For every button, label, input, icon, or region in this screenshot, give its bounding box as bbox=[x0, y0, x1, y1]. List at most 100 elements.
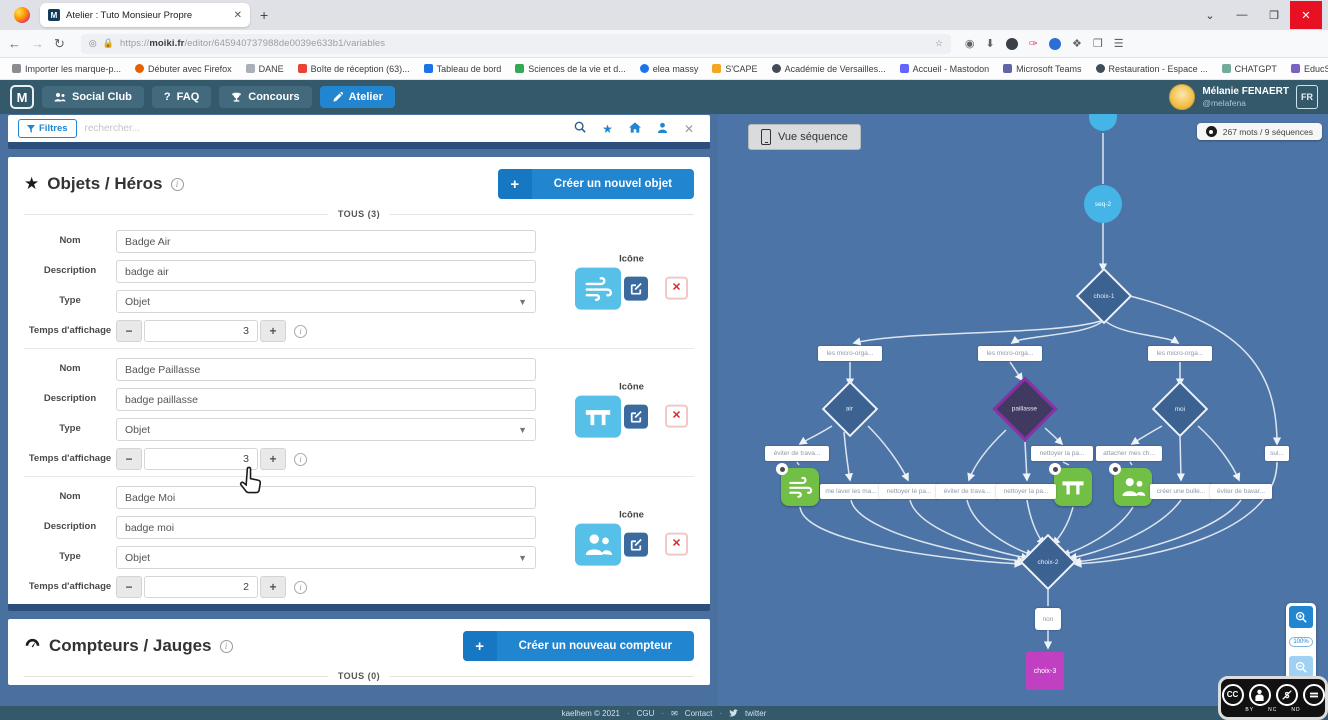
action-label[interactable]: éviter de trava... bbox=[936, 484, 998, 499]
action-label[interactable]: nettoyer le pa... bbox=[879, 484, 939, 499]
create-object-button[interactable]: + Créer un nouvel objet bbox=[497, 169, 694, 199]
info-icon[interactable]: i bbox=[219, 639, 233, 653]
filters-button[interactable]: Filtres bbox=[18, 119, 77, 138]
home-icon[interactable] bbox=[628, 121, 641, 136]
description-input[interactable] bbox=[116, 260, 536, 283]
browser-tab[interactable]: M Atelier : Tuto Monsieur Propre ✕ bbox=[40, 3, 250, 27]
delete-object-button[interactable]: ✕ bbox=[665, 404, 688, 428]
edit-icon-button[interactable] bbox=[624, 404, 648, 429]
increment-button[interactable]: + bbox=[260, 320, 286, 342]
new-tab-button[interactable]: + bbox=[260, 7, 269, 23]
person-icon[interactable] bbox=[657, 122, 668, 136]
close-window-button[interactable]: ✕ bbox=[1290, 1, 1322, 29]
bookmark-star-icon[interactable]: ☆ bbox=[934, 38, 943, 48]
sequence-node[interactable]: seq-2 bbox=[1084, 185, 1122, 223]
sequence-node-choix3[interactable]: choix-3 bbox=[1026, 652, 1064, 690]
language-button[interactable]: FR bbox=[1296, 85, 1318, 109]
action-label[interactable]: créer une bulle... bbox=[1150, 484, 1212, 499]
sequence-view-button[interactable]: Vue séquence bbox=[748, 124, 861, 150]
table-icon[interactable] bbox=[575, 395, 621, 438]
badge-moi-node[interactable] bbox=[1109, 463, 1152, 506]
bookmark-item[interactable]: EducSCO : Analyse de... bbox=[1290, 64, 1328, 74]
search-input[interactable] bbox=[84, 123, 567, 134]
action-label[interactable]: nettoyer la pa... bbox=[1031, 446, 1093, 461]
action-label[interactable]: éviter de bavar... bbox=[1210, 484, 1272, 499]
decrement-button[interactable]: − bbox=[116, 448, 142, 470]
bookmark-item[interactable]: Tableau de bord bbox=[423, 64, 501, 74]
nom-input[interactable] bbox=[116, 230, 536, 253]
zoom-in-button[interactable] bbox=[1289, 606, 1313, 628]
badge-paillasse-node[interactable] bbox=[1049, 463, 1092, 506]
bookmark-item[interactable]: Accueil - Mastodon bbox=[899, 64, 989, 74]
action-label[interactable]: sui... bbox=[1265, 446, 1289, 461]
bookmark-item[interactable]: DANE bbox=[245, 64, 284, 74]
account-icon[interactable] bbox=[1005, 37, 1018, 50]
condition-non-label[interactable]: non bbox=[1035, 608, 1061, 630]
bookmark-item[interactable]: elea massy bbox=[639, 64, 698, 74]
bookmark-item[interactable]: Boîte de réception (63)... bbox=[297, 64, 410, 74]
info-icon[interactable]: i bbox=[294, 580, 307, 594]
star-icon[interactable]: ★ bbox=[602, 121, 613, 136]
shield-icon[interactable]: ◎ bbox=[88, 38, 97, 48]
close-icon[interactable]: ✕ bbox=[683, 121, 694, 136]
increment-button[interactable]: + bbox=[260, 448, 286, 470]
people-icon[interactable] bbox=[575, 523, 621, 566]
url-bar[interactable]: ◎ 🔒 https://moiki.fr/editor/645940737988… bbox=[80, 33, 951, 54]
bookmark-item[interactable]: Restauration - Espace ... bbox=[1095, 64, 1208, 74]
close-tab-icon[interactable]: ✕ bbox=[233, 9, 242, 21]
bookmark-item[interactable]: Débuter avec Firefox bbox=[135, 64, 232, 74]
story-graph-panel[interactable]: seq-2 choix-1 les micro-orga... les micr… bbox=[718, 114, 1328, 706]
delete-object-button[interactable]: ✕ bbox=[665, 532, 688, 556]
list-tabs-icon[interactable]: ⌄ bbox=[1205, 9, 1215, 22]
edit-icon-button[interactable] bbox=[624, 532, 648, 557]
action-label[interactable]: nettoyer la pa... bbox=[996, 484, 1056, 499]
condition-label[interactable]: les micro-orga... bbox=[818, 346, 882, 361]
delete-object-button[interactable]: ✕ bbox=[665, 276, 688, 300]
zoom-level-button[interactable]: 100% bbox=[1289, 631, 1313, 653]
avatar[interactable] bbox=[1169, 84, 1196, 110]
search-icon[interactable] bbox=[574, 121, 586, 136]
nav-concours[interactable]: Concours bbox=[219, 86, 312, 108]
create-counter-button[interactable]: + Créer un nouveau compteur bbox=[462, 631, 694, 661]
contact-link[interactable]: Contact bbox=[684, 708, 713, 718]
zoom-out-button[interactable] bbox=[1289, 656, 1313, 678]
display-time-input[interactable] bbox=[144, 576, 258, 598]
badge-air-node[interactable] bbox=[776, 463, 819, 506]
decrement-button[interactable]: − bbox=[116, 576, 142, 598]
bookmark-item[interactable]: S'CAPE bbox=[712, 64, 758, 74]
sidebar-icon[interactable]: ❐ bbox=[1092, 38, 1103, 50]
description-input[interactable] bbox=[116, 516, 536, 539]
moiki-logo[interactable]: M bbox=[10, 85, 34, 109]
back-icon[interactable]: ← bbox=[8, 36, 21, 51]
decrement-button[interactable]: − bbox=[116, 320, 142, 342]
maximize-button[interactable]: ❒ bbox=[1269, 9, 1279, 22]
type-select[interactable]: Objet ▼ bbox=[116, 418, 536, 441]
sequence-node[interactable] bbox=[1089, 114, 1117, 131]
info-icon[interactable]: i bbox=[170, 177, 184, 191]
display-time-input[interactable] bbox=[144, 448, 258, 470]
twitter-link[interactable]: twitter bbox=[745, 708, 767, 718]
condition-label[interactable]: les micro-orga... bbox=[1148, 346, 1212, 361]
info-icon[interactable]: i bbox=[294, 452, 307, 466]
display-time-input[interactable] bbox=[144, 320, 258, 342]
bookmark-item[interactable]: Importer les marque-p... bbox=[12, 64, 121, 74]
reload-icon[interactable]: ↻ bbox=[54, 35, 65, 51]
nom-input[interactable] bbox=[116, 486, 536, 509]
condition-label[interactable]: les micro-orga... bbox=[978, 346, 1042, 361]
description-input[interactable] bbox=[116, 388, 536, 411]
forward-icon[interactable]: → bbox=[31, 36, 44, 51]
download-icon[interactable]: ⬇ bbox=[985, 38, 995, 50]
nav-faq[interactable]: ? FAQ bbox=[151, 86, 212, 108]
type-select[interactable]: Objet ▼ bbox=[116, 290, 536, 313]
action-label[interactable]: éviter de trava... bbox=[765, 446, 829, 461]
bookmark-item[interactable]: CHATGPT bbox=[1221, 64, 1277, 74]
type-select[interactable]: Objet ▼ bbox=[116, 546, 536, 569]
bookmark-item[interactable]: Académie de Versailles... bbox=[771, 64, 886, 74]
info-icon[interactable]: i bbox=[294, 324, 307, 338]
extension-icon[interactable] bbox=[1048, 37, 1061, 50]
shield-toolbar-icon[interactable]: ◉ bbox=[964, 38, 975, 50]
menu-icon[interactable]: ☰ bbox=[1113, 38, 1124, 50]
bookmark-item[interactable]: Microsoft Teams bbox=[1003, 64, 1082, 74]
puzzle-icon[interactable]: ❖ bbox=[1071, 38, 1082, 50]
nav-social-club[interactable]: Social Club bbox=[42, 86, 144, 108]
